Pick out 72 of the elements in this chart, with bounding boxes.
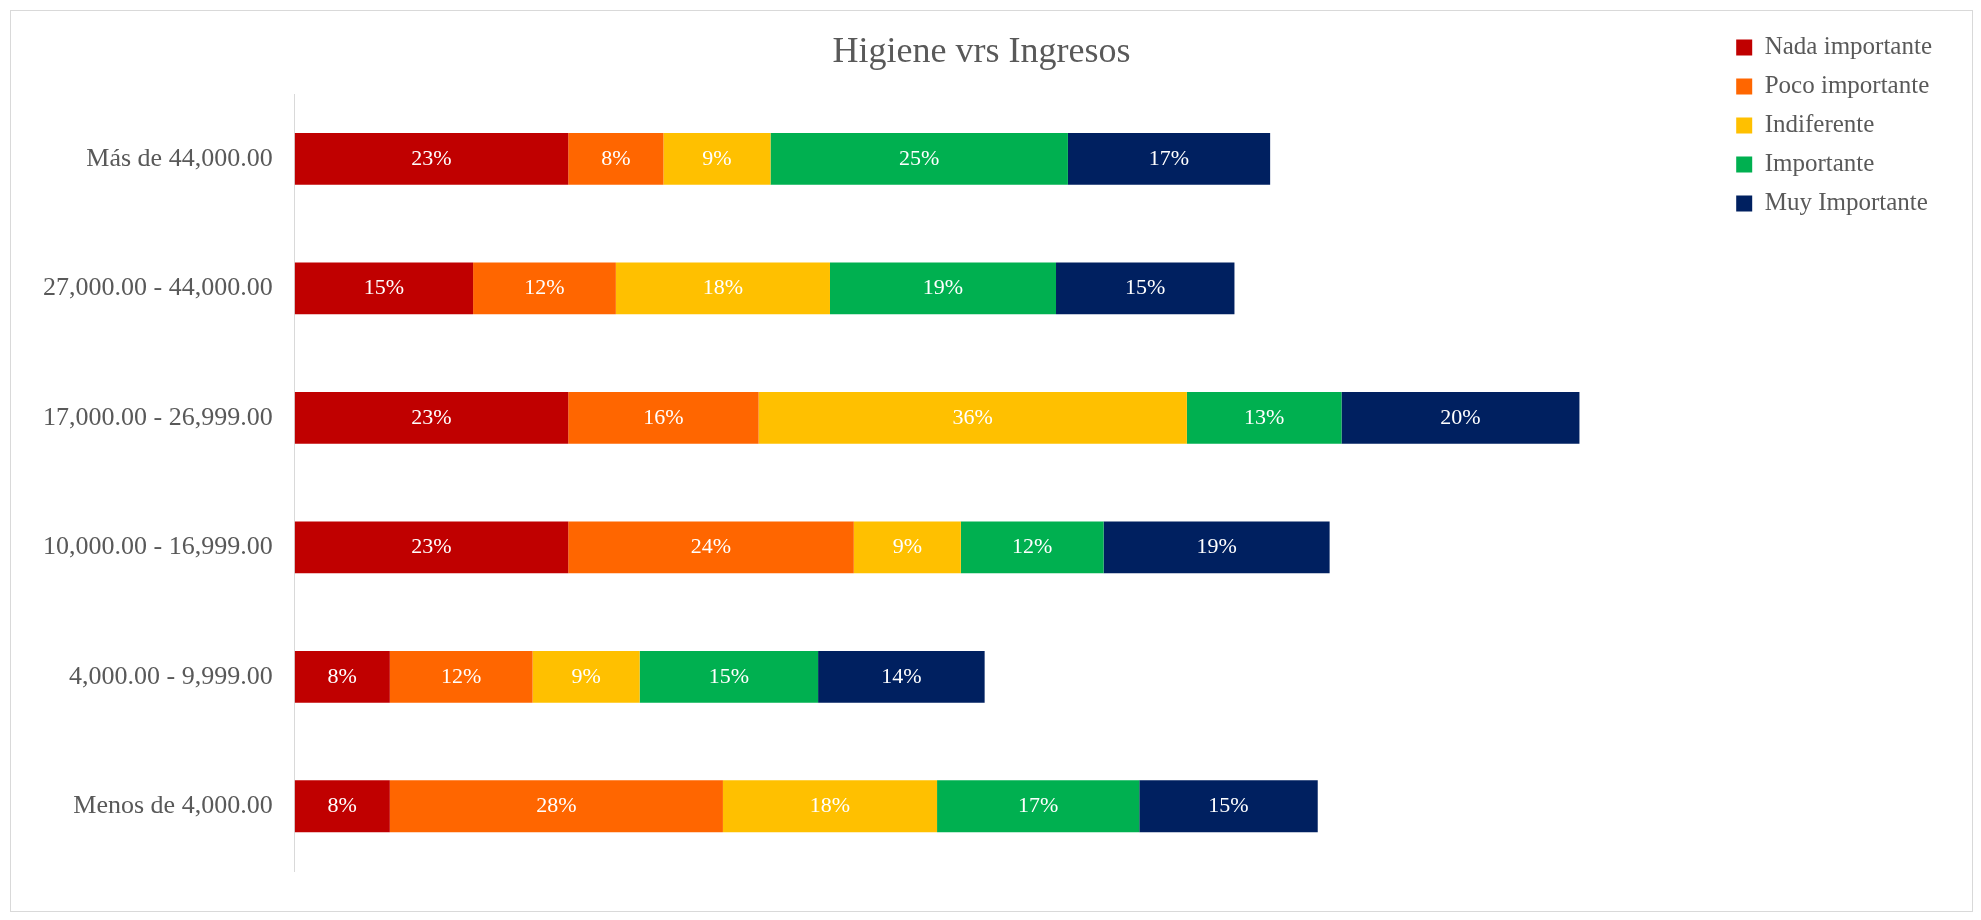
bar [1103,521,1330,574]
data-label: 9% [892,533,922,559]
bar [1067,133,1271,185]
bar [294,521,569,574]
data-label: 8% [327,662,357,688]
bar [294,780,390,833]
bar [1056,262,1235,315]
bar [853,521,961,574]
y-tick-label: 27,000.00 - 44,000.00 [42,272,273,302]
bar [639,650,819,703]
bar [818,650,985,703]
bar [473,262,616,315]
bar [960,521,1104,574]
data-label: 18% [809,792,851,818]
bar [294,133,569,185]
bar [1139,780,1318,833]
data-label: 12% [524,274,565,300]
data-label: 23% [411,144,452,170]
data-label: 28% [536,792,577,818]
bar [568,391,759,444]
data-label: 16% [643,403,684,429]
data-label: 15% [363,274,405,300]
y-tick-label: Más de 44,000.00 [86,142,273,172]
data-label: 19% [922,274,964,300]
bar [1186,391,1342,444]
bar [615,262,830,315]
legend-label: Nada importante [1764,32,1933,60]
data-label: 14% [881,662,922,688]
data-label: 12% [441,662,482,688]
y-tick-label: 10,000.00 - 16,999.00 [42,531,273,561]
data-label: 15% [1125,274,1166,300]
bar [568,133,664,185]
data-label: 8% [601,144,631,170]
data-label: 9% [702,144,732,170]
bar [829,262,1057,315]
data-label: 17% [1148,144,1190,170]
bar [389,650,533,703]
chart-title: Higiene vrs Ingresos [832,30,1131,71]
data-label: 15% [1208,792,1249,818]
data-label: 19% [1196,533,1237,559]
bar [568,521,854,574]
bar [294,262,474,315]
data-label: 20% [1440,403,1481,429]
data-label: 9% [571,662,601,688]
bar [1341,391,1580,444]
legend-label: Muy Importante [1764,188,1928,216]
bar [389,780,723,833]
data-label: 23% [411,533,452,559]
data-label: 23% [411,403,452,429]
data-label: 24% [690,533,732,559]
bar [532,650,640,703]
data-label: 18% [702,274,744,300]
bar [663,133,771,185]
data-label: 15% [708,662,750,688]
data-label: 13% [1244,403,1285,429]
data-label: 36% [952,403,993,429]
bar [294,650,390,703]
data-label: 17% [1018,792,1059,818]
bar [758,391,1187,444]
y-tick-label: 17,000.00 - 26,999.00 [42,401,273,431]
data-label: 8% [327,792,357,818]
legend-label: Poco importante [1764,71,1930,99]
legend-label: Importante [1764,149,1875,177]
data-label: 12% [1012,533,1053,559]
y-tick-label: 4,000.00 - 9,999.00 [68,660,273,690]
bar [937,780,1140,833]
legend-label: Indiferente [1764,110,1875,138]
bar [294,391,569,444]
bar [770,133,1068,185]
y-tick-label: Menos de 4,000.00 [73,790,273,820]
data-label: 25% [899,144,940,170]
bar [722,780,938,833]
